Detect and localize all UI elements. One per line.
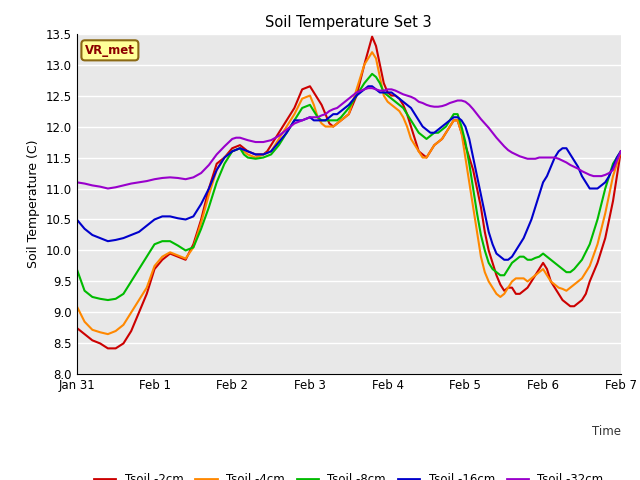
Legend: Tsoil -2cm, Tsoil -4cm, Tsoil -8cm, Tsoil -16cm, Tsoil -32cm: Tsoil -2cm, Tsoil -4cm, Tsoil -8cm, Tsoi…: [90, 469, 608, 480]
Tsoil -4cm: [392, 105, 399, 111]
Tsoil -2cm: [104, 346, 112, 351]
Line: Tsoil -8cm: Tsoil -8cm: [77, 74, 621, 300]
Tsoil -2cm: [617, 148, 625, 154]
Tsoil -4cm: [73, 303, 81, 309]
Tsoil -16cm: [73, 216, 81, 222]
Tsoil -32cm: [613, 158, 621, 164]
Tsoil -8cm: [368, 71, 376, 77]
Tsoil -8cm: [547, 257, 555, 263]
Tsoil -8cm: [617, 148, 625, 154]
Tsoil -2cm: [368, 34, 376, 39]
Tsoil -4cm: [368, 49, 376, 55]
Tsoil -4cm: [617, 148, 625, 154]
Tsoil -32cm: [500, 144, 508, 149]
Tsoil -2cm: [81, 331, 88, 337]
Line: Tsoil -16cm: Tsoil -16cm: [77, 86, 621, 260]
Tsoil -4cm: [504, 285, 512, 290]
Text: VR_met: VR_met: [85, 44, 135, 57]
Tsoil -8cm: [104, 297, 112, 303]
Tsoil -4cm: [104, 331, 112, 337]
Tsoil -8cm: [73, 266, 81, 272]
Tsoil -4cm: [275, 136, 283, 142]
Tsoil -32cm: [617, 148, 625, 154]
Tsoil -32cm: [104, 186, 112, 192]
Tsoil -2cm: [73, 325, 81, 331]
Tsoil -8cm: [244, 155, 252, 160]
Title: Soil Temperature Set 3: Soil Temperature Set 3: [266, 15, 432, 30]
Tsoil -2cm: [500, 288, 508, 294]
Tsoil -16cm: [159, 214, 166, 219]
Tsoil -16cm: [617, 148, 625, 154]
Tsoil -8cm: [388, 96, 396, 102]
Tsoil -16cm: [574, 164, 582, 170]
Tsoil -8cm: [485, 260, 493, 266]
Tsoil -16cm: [540, 180, 547, 185]
Line: Tsoil -4cm: Tsoil -4cm: [77, 52, 621, 334]
Tsoil -2cm: [189, 241, 197, 247]
Tsoil -4cm: [485, 278, 493, 284]
Line: Tsoil -2cm: Tsoil -2cm: [77, 36, 621, 348]
Tsoil -16cm: [566, 152, 574, 157]
Tsoil -32cm: [598, 173, 605, 179]
Tsoil -16cm: [205, 186, 212, 192]
Tsoil -2cm: [345, 111, 353, 117]
Text: Time: Time: [592, 425, 621, 438]
Tsoil -32cm: [364, 85, 372, 91]
Tsoil -32cm: [407, 94, 415, 100]
Tsoil -4cm: [446, 124, 454, 130]
Tsoil -16cm: [399, 99, 407, 105]
Tsoil -2cm: [380, 80, 388, 86]
Tsoil -32cm: [73, 180, 81, 185]
Y-axis label: Soil Temperature (C): Soil Temperature (C): [28, 140, 40, 268]
Tsoil -2cm: [497, 282, 504, 288]
Tsoil -16cm: [500, 257, 508, 263]
Tsoil -8cm: [228, 148, 236, 154]
Line: Tsoil -32cm: Tsoil -32cm: [77, 88, 621, 189]
Tsoil -32cm: [396, 90, 403, 96]
Tsoil -32cm: [310, 114, 317, 120]
Tsoil -8cm: [516, 254, 524, 260]
Tsoil -16cm: [364, 84, 372, 89]
Tsoil -4cm: [135, 297, 143, 303]
